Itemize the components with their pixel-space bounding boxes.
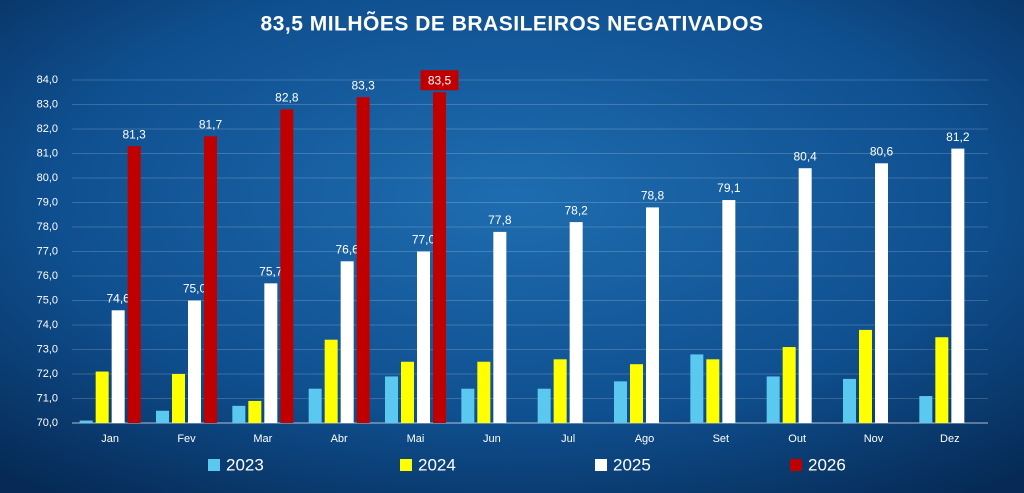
bar xyxy=(766,376,780,423)
legend-label: 2024 xyxy=(418,455,456,474)
value-label: 82,8 xyxy=(275,91,299,105)
bar xyxy=(843,378,856,423)
y-tick-label: 74,0 xyxy=(37,319,58,331)
bar xyxy=(417,251,430,423)
value-label: 78,2 xyxy=(564,203,588,217)
bar xyxy=(248,400,262,423)
y-tick-label: 76,0 xyxy=(37,270,58,282)
value-label: 76,6 xyxy=(335,242,359,256)
value-label: 80,4 xyxy=(793,149,817,163)
legend-swatch xyxy=(400,459,412,471)
bar xyxy=(340,261,354,423)
y-tick-label: 79,0 xyxy=(37,196,58,208)
bar xyxy=(385,376,398,423)
bar xyxy=(264,283,278,423)
bar xyxy=(569,222,583,423)
bar xyxy=(798,168,812,423)
x-tick-label: Fev xyxy=(177,433,196,445)
bar xyxy=(188,300,201,423)
legend-swatch xyxy=(595,459,607,471)
bar xyxy=(537,388,551,423)
bar xyxy=(706,359,720,423)
y-tick-label: 80,0 xyxy=(37,172,58,184)
value-label: 74,6 xyxy=(106,291,130,305)
y-tick-label: 82,0 xyxy=(37,123,58,135)
bar xyxy=(111,310,125,423)
legend-swatch xyxy=(790,459,802,471)
y-tick-label: 70,0 xyxy=(37,417,58,429)
legend-label: 2025 xyxy=(613,455,651,474)
y-tick-label: 81,0 xyxy=(37,147,58,159)
y-tick-label: 77,0 xyxy=(37,245,58,257)
bar xyxy=(646,207,659,423)
bar xyxy=(280,109,294,424)
bar xyxy=(951,148,965,423)
legend-swatch xyxy=(208,459,220,471)
legend-label: 2023 xyxy=(226,455,264,474)
x-tick-label: Jul xyxy=(561,433,575,445)
y-tick-label: 78,0 xyxy=(37,221,58,233)
value-label: 77,0 xyxy=(412,233,436,247)
y-tick-label: 73,0 xyxy=(37,343,58,355)
value-label: 83,3 xyxy=(351,78,375,92)
legend-label: 2026 xyxy=(808,455,846,474)
bar xyxy=(614,381,627,423)
bar xyxy=(204,136,217,423)
x-tick-label: Mai xyxy=(407,433,425,445)
x-tick-label: Jan xyxy=(101,433,119,445)
x-tick-label: Ago xyxy=(635,433,655,445)
bar xyxy=(690,354,704,423)
highlight-box xyxy=(420,70,459,91)
bar xyxy=(433,92,446,423)
chart-title: 83,5 MILHÕES DE BRASILEIROS NEGATIVADOS xyxy=(261,12,764,36)
bar xyxy=(477,361,491,423)
value-label: 78,8 xyxy=(641,189,665,203)
value-label: 81,3 xyxy=(122,127,146,141)
value-label: 83,5 xyxy=(428,73,452,87)
bar xyxy=(172,374,185,423)
x-tick-label: Jun xyxy=(483,433,501,445)
bar xyxy=(324,339,338,423)
y-tick-label: 83,0 xyxy=(37,98,58,110)
x-tick-label: Mar xyxy=(253,433,272,445)
bar xyxy=(722,200,736,423)
bar xyxy=(875,163,888,424)
bar xyxy=(493,231,507,423)
x-tick-label: Abr xyxy=(331,433,348,445)
x-tick-label: Out xyxy=(788,433,806,445)
bar xyxy=(935,337,949,423)
bar xyxy=(401,361,414,423)
y-tick-label: 71,0 xyxy=(37,392,58,404)
value-label: 75,0 xyxy=(183,282,207,296)
value-label: 81,7 xyxy=(199,118,223,132)
bar xyxy=(630,364,643,423)
bar xyxy=(461,388,475,423)
value-label: 79,1 xyxy=(717,181,741,195)
y-tick-label: 75,0 xyxy=(37,294,58,306)
bar xyxy=(308,388,322,423)
bar xyxy=(356,97,370,424)
bar xyxy=(553,359,567,423)
value-label: 80,6 xyxy=(870,144,894,158)
bar xyxy=(782,347,796,423)
value-label: 75,7 xyxy=(259,265,283,279)
y-tick-label: 84,0 xyxy=(37,74,58,86)
bar xyxy=(859,329,872,423)
bar xyxy=(95,371,109,423)
x-tick-label: Nov xyxy=(864,433,884,445)
y-tick-label: 72,0 xyxy=(37,368,58,380)
x-tick-label: Set xyxy=(713,433,730,445)
x-tick-label: Dez xyxy=(940,433,960,445)
bar xyxy=(127,146,141,423)
bar xyxy=(232,405,246,423)
value-label: 77,8 xyxy=(488,213,512,227)
value-label: 81,2 xyxy=(946,130,970,144)
bar xyxy=(156,410,169,423)
bar xyxy=(79,420,93,423)
bar xyxy=(919,396,933,423)
